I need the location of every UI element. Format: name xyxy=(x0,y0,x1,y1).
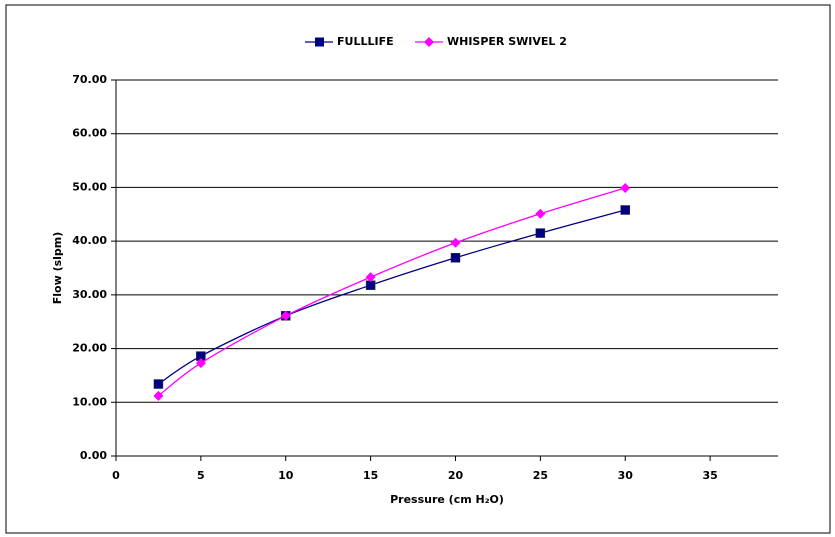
x-axis-title: Pressure (cm H₂O) xyxy=(390,493,504,506)
x-tick-label: 15 xyxy=(363,469,378,482)
marker xyxy=(450,237,461,248)
marker xyxy=(195,358,206,369)
marker xyxy=(535,208,546,219)
legend-label: WHISPER SWIVEL 2 xyxy=(447,35,567,48)
y-tick-label: 20.00 xyxy=(72,342,107,355)
x-tick-label: 30 xyxy=(618,469,634,482)
y-tick-label: 60.00 xyxy=(72,127,107,140)
x-tick-label: 0 xyxy=(112,469,120,482)
y-tick-label: 70.00 xyxy=(72,73,107,86)
marker xyxy=(450,253,461,263)
legend-label: FULLLIFE xyxy=(337,35,394,48)
legend-marker xyxy=(315,37,324,47)
y-tick-label: 30.00 xyxy=(72,288,107,301)
legend-marker xyxy=(424,37,434,47)
y-tick-label: 10.00 xyxy=(72,395,107,408)
marker xyxy=(620,182,631,193)
y-tick-label: 40.00 xyxy=(72,234,107,247)
y-tick-label: 50.00 xyxy=(72,180,107,193)
y-tick-label: 0.00 xyxy=(80,449,107,462)
x-tick-label: 20 xyxy=(448,469,464,482)
x-tick-label: 5 xyxy=(197,469,205,482)
x-tick-label: 25 xyxy=(533,469,548,482)
marker xyxy=(280,310,291,321)
x-tick-label: 10 xyxy=(278,469,294,482)
marker xyxy=(620,205,630,215)
marker xyxy=(365,272,376,283)
marker xyxy=(535,228,546,238)
marker xyxy=(153,379,164,389)
y-axis-title: Flow (slpm) xyxy=(51,232,64,305)
marker xyxy=(153,390,164,401)
x-tick-label: 35 xyxy=(702,469,717,482)
